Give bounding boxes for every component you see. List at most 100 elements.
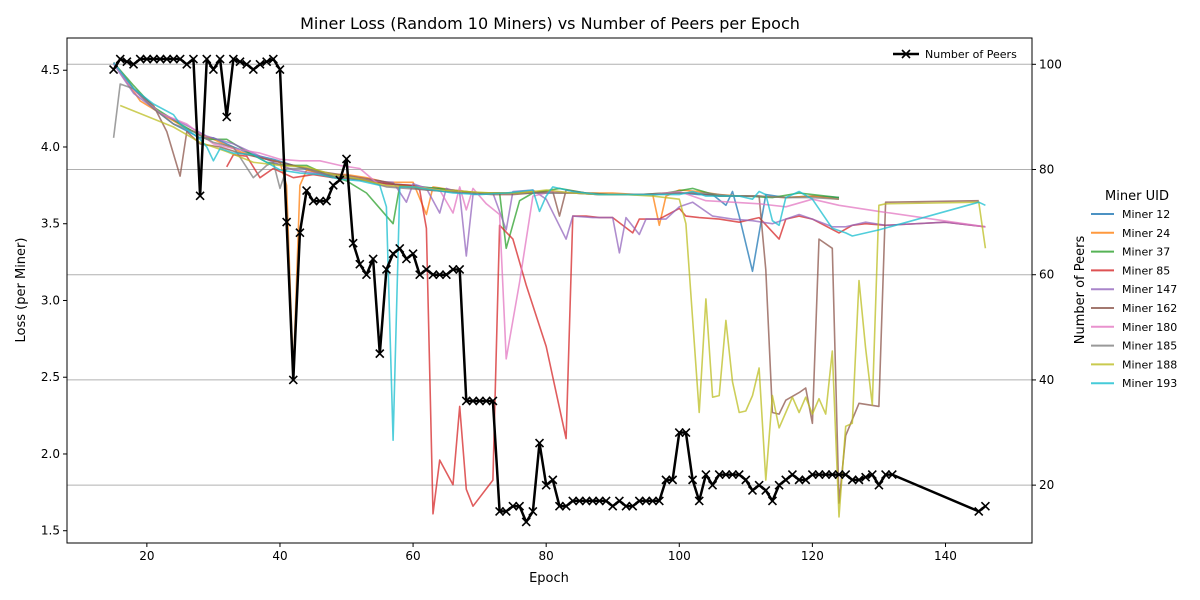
peers-marker-38 bbox=[262, 57, 272, 67]
peers-marker-99 bbox=[668, 475, 678, 485]
peers-marker-23 bbox=[162, 54, 172, 64]
legend-label-miner-185: Miner 185 bbox=[1122, 340, 1177, 353]
peers-marker-66 bbox=[448, 264, 458, 275]
peers-marker-25 bbox=[175, 54, 185, 64]
x-tick-label-100: 100 bbox=[668, 549, 691, 563]
y-left-tick-label-4: 4.0 bbox=[41, 140, 60, 154]
peers-marker-49 bbox=[335, 175, 345, 185]
peers-marker-19 bbox=[135, 54, 145, 64]
y-left-tick-label-4.5: 4.5 bbox=[41, 63, 60, 77]
peers-marker-129 bbox=[867, 470, 877, 480]
peers-marker-68 bbox=[461, 396, 471, 406]
y-left-tick-label-2.5: 2.5 bbox=[41, 370, 60, 384]
peers-marker-24 bbox=[168, 54, 179, 64]
y-right-tick-label-40: 40 bbox=[1039, 373, 1054, 387]
peers-marker-127 bbox=[854, 475, 864, 485]
y-left-tick-label-1.5: 1.5 bbox=[41, 524, 60, 538]
peers-marker-98 bbox=[661, 475, 671, 485]
peers-marker-29 bbox=[202, 54, 212, 64]
y-right-tick-label-80: 80 bbox=[1039, 163, 1054, 177]
x-tick-label-140: 140 bbox=[934, 549, 957, 563]
peers-marker-77 bbox=[521, 517, 531, 527]
peers-marker-83 bbox=[561, 501, 571, 511]
y-right-tick-label-60: 60 bbox=[1039, 268, 1054, 282]
legend-label-miner-188: Miner 188 bbox=[1122, 358, 1177, 371]
peers-marker-39 bbox=[268, 54, 278, 64]
peers-marker-32 bbox=[222, 112, 232, 122]
peers-marker-80 bbox=[541, 480, 551, 490]
peers-marker-73 bbox=[495, 506, 505, 517]
series-layer bbox=[112, 62, 987, 518]
peers-marker-102 bbox=[688, 475, 698, 485]
peers-marker-89 bbox=[601, 496, 611, 506]
peers-marker-31 bbox=[215, 54, 225, 64]
peers-marker-27 bbox=[188, 54, 199, 64]
peers-marker-61 bbox=[415, 270, 425, 280]
chart-title: Miner Loss (Random 10 Miners) vs Number … bbox=[300, 14, 800, 33]
peers-marker-34 bbox=[235, 57, 245, 67]
peers-marker-56 bbox=[381, 264, 392, 275]
y-left-tick-label-3: 3.0 bbox=[41, 293, 60, 307]
peers-marker-60 bbox=[408, 249, 418, 259]
peers-marker-106 bbox=[714, 470, 724, 480]
peers-marker-41 bbox=[282, 217, 292, 227]
peers-marker-118 bbox=[794, 475, 804, 485]
peers-marker-50 bbox=[341, 154, 352, 164]
peers-marker-47 bbox=[321, 196, 332, 206]
peers-marker-104 bbox=[701, 470, 711, 480]
x-axis-label: Epoch bbox=[529, 571, 569, 586]
peers-marker-84 bbox=[568, 496, 578, 506]
peers-marker-67 bbox=[455, 264, 465, 275]
x-tick-label-80: 80 bbox=[539, 549, 554, 563]
peers-marker-130 bbox=[874, 480, 884, 490]
peers-marker-100 bbox=[674, 427, 684, 438]
peers-marker-26 bbox=[182, 59, 192, 69]
peers-marker-43 bbox=[295, 228, 305, 238]
peers-marker-46 bbox=[315, 196, 325, 206]
peers-marker-58 bbox=[395, 243, 405, 253]
grid-layer bbox=[67, 63, 1032, 486]
y-left-tick-label-2: 2.0 bbox=[41, 447, 60, 461]
peers-marker-42 bbox=[288, 375, 298, 385]
peers-marker-54 bbox=[368, 254, 378, 264]
peers-marker-70 bbox=[475, 396, 485, 406]
y-axis-left-label: Loss (per Miner) bbox=[14, 238, 29, 343]
peers-marker-128 bbox=[861, 472, 871, 482]
peers-marker-125 bbox=[841, 470, 851, 480]
peers-marker-126 bbox=[847, 475, 857, 485]
miner-legend-title: Miner UID bbox=[1105, 189, 1169, 204]
legend-label-miner-37: Miner 37 bbox=[1122, 246, 1170, 259]
legend-label-miner-24: Miner 24 bbox=[1122, 227, 1170, 240]
legend-label-miner-162: Miner 162 bbox=[1122, 302, 1177, 315]
series-line-miner-180 bbox=[112, 62, 986, 360]
peers-marker-30 bbox=[208, 64, 218, 75]
peers-marker-122 bbox=[821, 470, 831, 480]
peers-marker-36 bbox=[248, 64, 258, 75]
peers-marker-81 bbox=[548, 475, 558, 485]
peers-marker-124 bbox=[834, 470, 844, 480]
peers-marker-45 bbox=[308, 196, 318, 206]
peers-marker-74 bbox=[501, 506, 511, 517]
y-left-tick-label-3.5: 3.5 bbox=[41, 217, 60, 231]
peers-marker-78 bbox=[528, 506, 538, 517]
peers-marker-62 bbox=[421, 264, 431, 275]
peers-marker-113 bbox=[761, 485, 771, 495]
peers-marker-88 bbox=[594, 496, 604, 506]
x-tick-label-40: 40 bbox=[272, 549, 287, 563]
y-right-tick-label-100: 100 bbox=[1039, 57, 1062, 71]
peers-marker-131 bbox=[881, 470, 891, 480]
peers-marker-92 bbox=[621, 501, 631, 511]
peers-marker-79 bbox=[534, 438, 545, 448]
peers-marker-108 bbox=[727, 470, 738, 480]
peers-marker-115 bbox=[774, 480, 784, 490]
peers-marker-65 bbox=[441, 270, 451, 280]
peers-marker-123 bbox=[827, 470, 837, 480]
legend-label-miner-85: Miner 85 bbox=[1122, 264, 1170, 277]
x-tick-label-20: 20 bbox=[139, 549, 154, 563]
legend-label-miner-147: Miner 147 bbox=[1122, 283, 1177, 296]
peers-marker-91 bbox=[614, 496, 624, 506]
axes-layer: 20 40 60 80 100 120 140 1.5 2.0 2.5 3.0 3.5 4.0 4.5 20… bbox=[41, 57, 1062, 563]
peers-marker-76 bbox=[514, 501, 525, 511]
series-line-miner-193 bbox=[112, 62, 986, 442]
